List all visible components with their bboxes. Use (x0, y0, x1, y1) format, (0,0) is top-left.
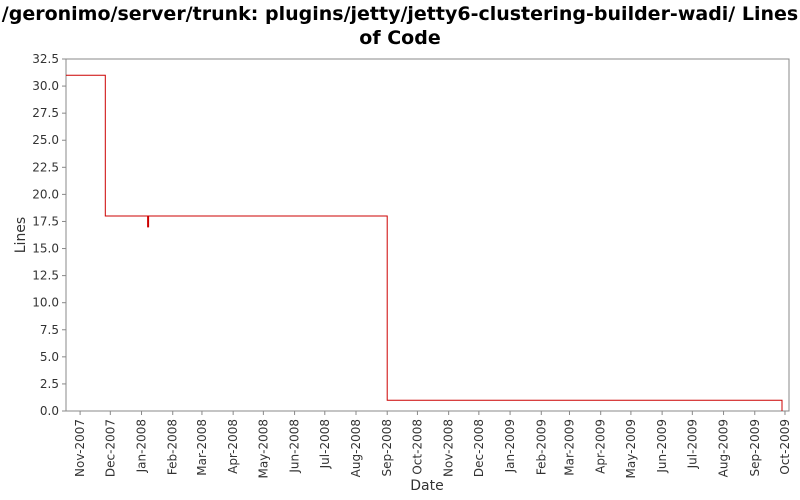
y-tick-label: 30.0 (32, 79, 59, 93)
x-tick-label: Jun-2009 (655, 419, 669, 474)
x-tick-label: Oct-2009 (778, 419, 792, 475)
x-tick-label: Mar-2009 (562, 419, 576, 476)
x-tick-label: Dec-2007 (103, 419, 117, 477)
y-tick-label: 0.0 (40, 404, 59, 418)
x-axis-label: Date (410, 478, 443, 494)
x-tick-label: Feb-2009 (534, 419, 548, 475)
series-layer (66, 74, 783, 411)
x-tick-label: Apr-2009 (594, 419, 608, 474)
x-tick-label: Jan-2008 (135, 419, 149, 473)
y-tick-label: 27.5 (32, 106, 59, 120)
y-tick-label: 5.0 (40, 350, 59, 364)
x-tick-label: Jul-2008 (318, 419, 332, 469)
x-tick-label: Sep-2008 (380, 419, 394, 477)
x-tick-label: Nov-2007 (73, 419, 87, 477)
x-axis: Nov-2007 Dec-2007 Jan-2008 Feb-2008 Mar-2008… (73, 411, 792, 478)
x-tick-label: Apr-2008 (226, 419, 240, 474)
y-tick-label: 10.0 (32, 296, 59, 310)
x-tick-label: Mar-2008 (195, 419, 209, 476)
plot-area (65, 58, 790, 412)
x-tick-label: May-2009 (624, 419, 638, 478)
y-axis: 0.0 2.5 5.0 7.5 10.0 12.5 15.0 17.5 20.0 22.5 25.0… (32, 52, 66, 418)
x-tick-label: May-2008 (256, 419, 270, 478)
y-tick-label: 20.0 (32, 187, 59, 201)
y-tick-label: 2.5 (40, 377, 59, 391)
x-tick-label: Jul-2009 (685, 419, 699, 469)
x-tick-label: Jun-2008 (288, 419, 302, 474)
x-tick-label: Dec-2008 (472, 419, 486, 477)
x-tick-label: Feb-2008 (166, 419, 180, 475)
x-tick-label: Aug-2008 (349, 419, 363, 477)
y-tick-label: 22.5 (32, 160, 59, 174)
chart-title: /geronimo/server/trunk: plugins/jetty/je… (1, 3, 799, 49)
y-tick-label: 15.0 (32, 242, 59, 256)
y-tick-label: 12.5 (32, 269, 59, 283)
series-line (66, 74, 783, 411)
x-tick-label: Nov-2008 (442, 419, 456, 477)
x-tick-label: Sep-2009 (748, 419, 762, 477)
y-tick-label: 32.5 (32, 52, 59, 66)
y-tick-label: 17.5 (32, 214, 59, 228)
y-tick-label: 7.5 (40, 323, 59, 337)
y-axis-label: Lines (13, 217, 29, 253)
y-tick-label: 25.0 (32, 133, 59, 147)
x-tick-label: Oct-2008 (410, 419, 424, 475)
x-tick-label: Jan-2009 (503, 419, 517, 473)
x-tick-label: Aug-2009 (717, 419, 731, 477)
